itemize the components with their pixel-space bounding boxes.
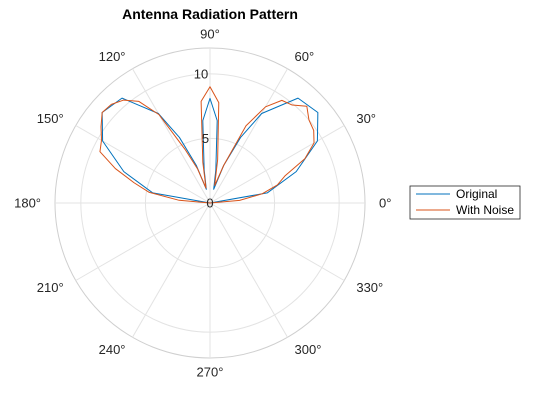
angle-tick-label-270: 270°: [197, 365, 224, 380]
angle-tick-labels: 0° 30° 60° 90° 120° 150° 180° 210° 240° 270° 300° 3…: [14, 27, 391, 380]
legend-box: [409, 185, 521, 220]
legend: Original With Noise: [409, 185, 521, 220]
angle-tick-label-90: 90°: [200, 27, 220, 42]
spoke-120: [132, 68, 211, 204]
spoke-330: [209, 202, 345, 281]
radius-tick-labels: 0 5 10: [194, 67, 214, 211]
legend-label-original: Original: [456, 187, 497, 201]
angle-tick-label-330: 330°: [356, 280, 383, 295]
angle-tick-label-0: 0°: [379, 196, 391, 211]
series-lines: [99, 86, 319, 204]
spoke-240: [132, 202, 211, 338]
angle-tick-label-300: 300°: [295, 342, 322, 357]
spoke-210: [75, 202, 211, 281]
spoke-150: [75, 125, 211, 204]
radius-tick-label-10: 10: [194, 67, 208, 82]
radius-tick-label-5: 5: [202, 131, 209, 146]
legend-label-with-noise: With Noise: [456, 203, 514, 217]
spoke-300: [209, 202, 288, 338]
angle-tick-label-120: 120°: [99, 49, 126, 64]
angle-tick-label-180: 180°: [14, 196, 41, 211]
angle-tick-label-150: 150°: [37, 111, 64, 126]
angle-tick-label-240: 240°: [99, 342, 126, 357]
radius-tick-label-0: 0: [206, 196, 213, 211]
spoke-30: [209, 125, 345, 204]
angle-tick-label-210: 210°: [37, 280, 64, 295]
angle-tick-label-60: 60°: [295, 49, 315, 64]
spoke-60: [209, 68, 288, 204]
angle-tick-label-30: 30°: [356, 111, 376, 126]
chart-title: Antenna Radiation Pattern: [122, 6, 298, 22]
series-line-1: [99, 86, 315, 204]
polar-grid: [54, 47, 366, 359]
